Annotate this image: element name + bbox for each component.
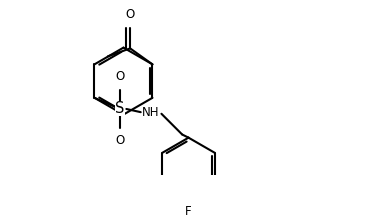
Text: O: O [115, 70, 125, 83]
Text: S: S [115, 101, 125, 116]
Text: F: F [185, 205, 192, 218]
Text: NH: NH [142, 106, 159, 119]
Text: O: O [125, 8, 135, 21]
Text: O: O [115, 135, 125, 148]
